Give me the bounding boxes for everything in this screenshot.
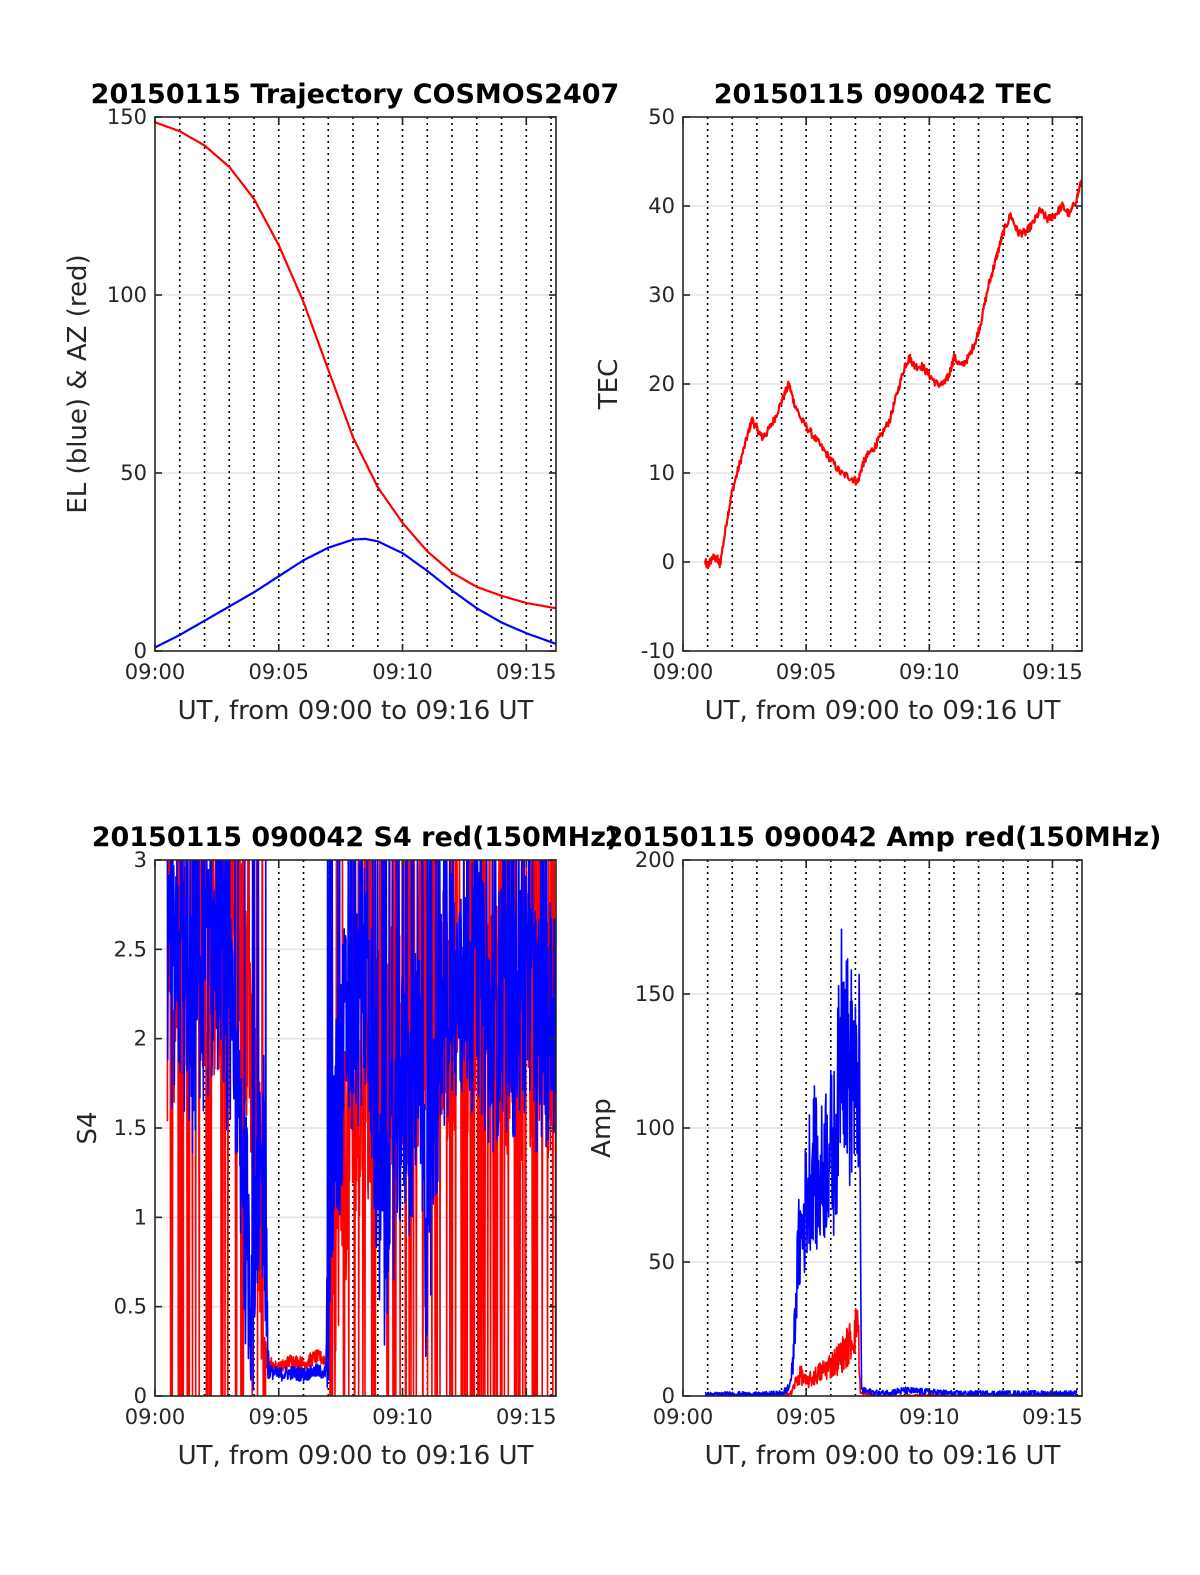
series-line-2 <box>155 537 556 649</box>
y-tick-label: -10 <box>641 639 675 663</box>
axes-frame <box>154 116 557 652</box>
y-tick-label: 50 <box>648 105 675 129</box>
x-tick-label: 09:05 <box>248 660 309 684</box>
chart-title: 20150115 090042 Amp red(150MHz) <box>605 822 1162 853</box>
y-tick-label: 150 <box>635 982 675 1006</box>
y-tick-label: 2.5 <box>114 937 147 961</box>
y-tick-label: 200 <box>635 848 675 872</box>
x-tick-label: 09:10 <box>899 1405 960 1429</box>
series-line-1 <box>704 179 1082 570</box>
x-tick-label: 09:05 <box>776 1405 837 1429</box>
chart-panel-1: 0 50 100 150 09:00 09:05 09:10 09:15 20150115 Tr… <box>63 79 619 726</box>
x-axis-label: UT, from 09:00 to 09:16 UT <box>705 696 1061 726</box>
y-tick-label: 100 <box>107 283 147 307</box>
y-tick-label: 50 <box>120 461 147 485</box>
plot-area <box>155 121 556 649</box>
y-tick-label: 0 <box>134 1384 147 1408</box>
y-tick-label: 0 <box>662 1384 675 1408</box>
x-tick-label: 09:00 <box>653 660 714 684</box>
chart-title: 20150115 090042 TEC <box>714 79 1053 110</box>
y-tick-label: 10 <box>648 461 675 485</box>
x-tick-label: 09:15 <box>496 1405 557 1429</box>
y-axis-label: Amp <box>587 1098 617 1158</box>
y-axis-label: S4 <box>73 1111 103 1144</box>
chart-panel-3: 0 0.5 1 1.5 2 2.5 3 09:00 09:05 09:10 09:15 2015011… <box>73 822 619 1471</box>
y-tick-label: 0 <box>134 639 147 663</box>
y-tick-label: 0.5 <box>114 1295 147 1319</box>
plot-area <box>166 860 556 1396</box>
x-tick-label: 09:05 <box>248 1405 309 1429</box>
y-tick-label: 30 <box>648 283 675 307</box>
y-tick-label: 3 <box>134 848 147 872</box>
y-tick-label: 40 <box>648 194 675 218</box>
y-axis-label: TEC <box>594 359 624 410</box>
y-tick-label: 50 <box>648 1250 675 1274</box>
series-line-2 <box>166 860 556 1391</box>
x-axis-label: UT, from 09:00 to 09:16 UT <box>705 1441 1061 1471</box>
x-axis-label: UT, from 09:00 to 09:16 UT <box>178 696 534 726</box>
x-tick-label: 09:10 <box>899 660 960 684</box>
chart-title: 20150115 090042 S4 red(150MHz) <box>92 822 619 853</box>
y-tick-label: 20 <box>648 372 675 396</box>
chart-panel-2: -10 0 10 20 30 40 50 09:00 09:05 09:10 09:15 201501… <box>594 79 1083 726</box>
y-tick-label: 1 <box>134 1205 147 1229</box>
x-tick-label: 09:10 <box>372 1405 433 1429</box>
x-tick-label: 09:15 <box>496 660 557 684</box>
y-tick-label: 2 <box>134 1027 147 1051</box>
x-tick-label: 09:00 <box>653 1405 714 1429</box>
y-tick-label: 100 <box>635 1116 675 1140</box>
x-tick-label: 09:15 <box>1022 660 1083 684</box>
y-tick-label: 150 <box>107 105 147 129</box>
x-tick-label: 09:05 <box>776 660 837 684</box>
y-tick-label: 0 <box>662 550 675 574</box>
series-line-1 <box>155 121 556 610</box>
y-tick-label: 1.5 <box>114 1116 147 1140</box>
chart-title: 20150115 Trajectory COSMOS2407 <box>91 79 620 110</box>
plot-area <box>704 179 1082 570</box>
y-axis-label: EL (blue) & AZ (red) <box>63 254 93 513</box>
x-tick-label: 09:10 <box>372 660 433 684</box>
series-line-2 <box>704 928 1078 1396</box>
x-tick-label: 09:00 <box>125 1405 186 1429</box>
x-axis-label: UT, from 09:00 to 09:16 UT <box>178 1441 534 1471</box>
x-tick-label: 09:00 <box>125 660 186 684</box>
chart-panel-4: 0 50 100 150 200 09:00 09:05 09:10 09:15 20150115… <box>587 822 1161 1471</box>
x-tick-label: 09:15 <box>1022 1405 1083 1429</box>
